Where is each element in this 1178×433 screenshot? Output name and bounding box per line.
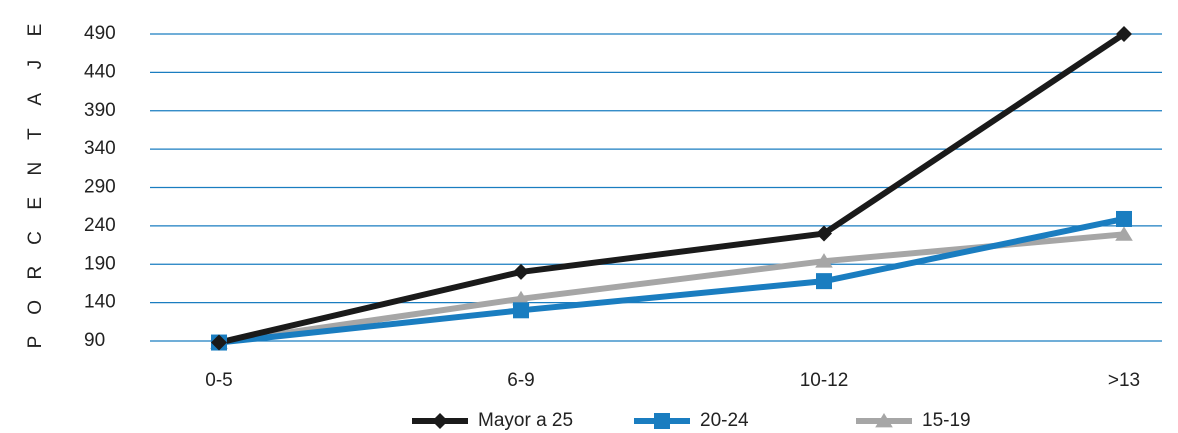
data-point-diamond [211,334,227,351]
legend-label: 15-19 [922,410,971,431]
y-tick-label: 490 [84,23,116,44]
legend-item: Mayor a 25 [412,410,573,431]
x-tick-label: 10-12 [800,370,849,391]
y-tick-label: 390 [84,100,116,121]
data-point-square [1116,210,1132,227]
y-tick-label: 290 [84,177,116,198]
data-point-square [816,273,832,290]
data-point-square [513,302,529,319]
gridlines [150,33,1162,342]
legend-label: 20-24 [700,410,749,431]
y-axis-label-char: C [25,231,46,245]
data-point-diamond [432,413,448,429]
y-axis-ticks: 90 140 190 240 290 340 390 440 490 [84,23,116,351]
legend-item: 15-19 [856,410,971,431]
y-axis-label-char: T [25,128,46,140]
y-tick-label: 140 [84,292,116,313]
y-axis-label-char: A [25,93,46,106]
data-point-triangle [875,413,893,428]
y-axis-label-char: R [25,266,46,280]
y-axis-label-char: E [25,197,46,210]
y-axis-label-char: O [25,300,46,315]
y-tick-label: 340 [84,138,116,159]
legend: Mayor a 25 20-24 15-19 [412,410,971,431]
series-lines [210,26,1133,351]
y-tick-label: 190 [84,253,116,274]
data-point-diamond [816,225,832,242]
data-point-triangle [815,253,833,268]
data-point-triangle [512,290,530,306]
y-axis-label-char: E [25,24,46,37]
x-axis-ticks: 0-5 6-9 10-12 >13 [205,370,1140,391]
data-point-diamond [1116,26,1132,42]
y-tick-label: 90 [84,330,105,351]
y-axis-label: P O R C E N T A J E [25,24,46,349]
legend-label: Mayor a 25 [478,410,573,431]
x-tick-label: 6-9 [507,370,534,391]
x-tick-label: 0-5 [205,370,232,391]
y-tick-label: 440 [84,61,116,82]
x-tick-label: >13 [1108,370,1140,391]
data-point-triangle [1115,226,1133,241]
data-point-square [654,413,670,429]
y-axis-label-char: J [25,60,46,70]
series-line [216,215,1127,346]
y-axis-label-char: P [25,336,46,349]
legend-item: 20-24 [634,410,749,431]
y-axis-label-char: N [25,162,46,176]
data-point-diamond [513,263,529,280]
series-line [216,31,1127,346]
y-tick-label: 240 [84,215,116,236]
